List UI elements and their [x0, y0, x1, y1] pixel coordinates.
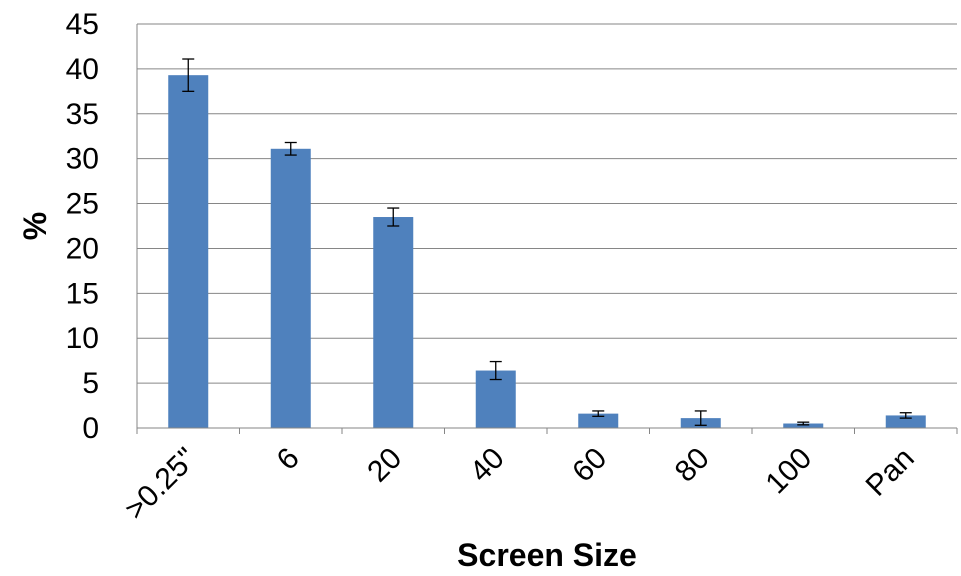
x-tick-label: 80 — [669, 442, 716, 489]
x-axis-title: Screen Size — [457, 537, 637, 573]
bar-8 — [885, 415, 926, 428]
x-tick-label: >0.25" — [119, 442, 204, 527]
axes — [136, 24, 958, 434]
y-tick-label: 5 — [82, 367, 99, 400]
x-tick-label: Pan — [860, 442, 921, 503]
bar-3 — [373, 217, 414, 428]
y-axis-title: % — [17, 212, 53, 240]
y-tick-label: 20 — [66, 232, 99, 265]
y-tick-label: 15 — [66, 277, 99, 310]
x-tick-label: 60 — [566, 442, 613, 489]
bars — [168, 75, 926, 428]
gridlines — [137, 23, 957, 384]
x-tick-labels: >0.25" 6 20 40 60 80 100 Pan — [119, 442, 921, 527]
y-tick-label: 0 — [82, 412, 99, 445]
bar-2 — [270, 148, 311, 428]
y-tick-labels: 0 5 10 15 20 25 30 35 40 45 — [66, 8, 99, 445]
bar-5 — [578, 413, 619, 428]
y-tick-label: 30 — [66, 143, 99, 176]
y-tick-label: 35 — [66, 98, 99, 131]
y-tick-label: 40 — [66, 53, 99, 86]
y-tick-label: 45 — [66, 8, 99, 41]
bar-1 — [168, 75, 209, 428]
x-tick-label: 6 — [271, 442, 306, 477]
error-bars — [182, 58, 912, 426]
y-tick-label: 10 — [66, 322, 99, 355]
x-tick-label: 100 — [759, 442, 818, 501]
bar-7 — [783, 423, 824, 428]
x-tick-label: 40 — [464, 442, 511, 489]
y-tick-label: 25 — [66, 188, 99, 221]
x-tick-label: 20 — [361, 442, 408, 489]
